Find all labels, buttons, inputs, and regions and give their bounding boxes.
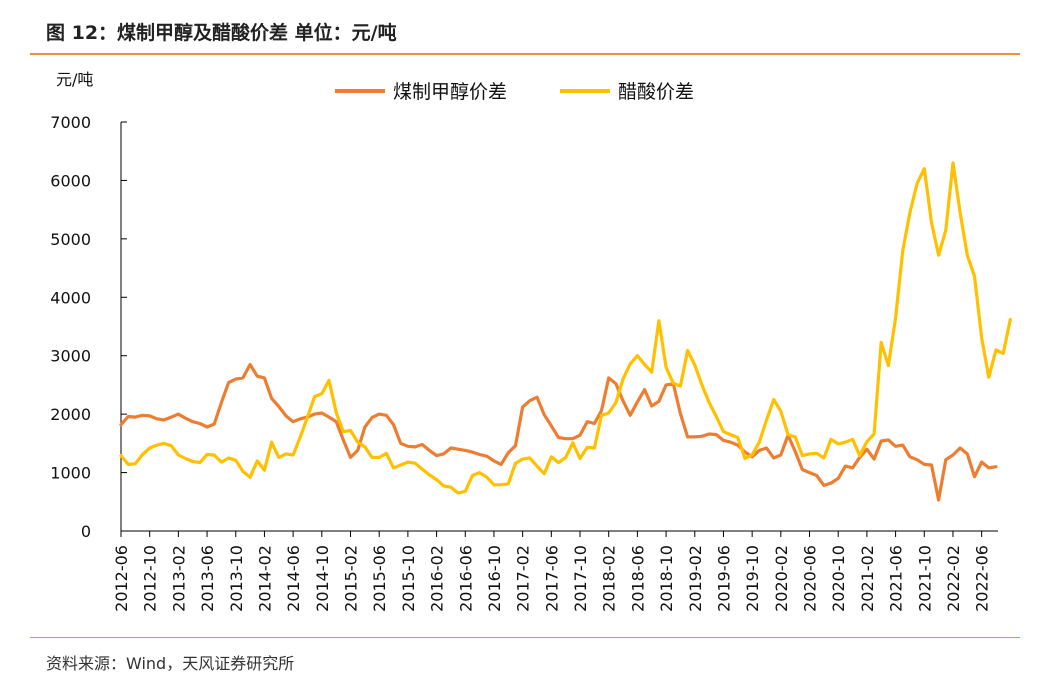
- x-tick-label: 2021-10: [915, 545, 934, 612]
- x-tick-label: 2019-06: [714, 545, 733, 612]
- x-tick-label: 2016-06: [456, 545, 475, 612]
- series-line-acetic-acid: [119, 161, 1012, 495]
- footer-divider: [30, 637, 1020, 638]
- x-tick-label: 2020-02: [772, 545, 791, 612]
- y-tick-label: 3000: [50, 347, 91, 366]
- y-tick-label: 5000: [50, 230, 91, 249]
- y-axis-unit: 元/吨: [56, 70, 93, 89]
- x-tick-label: 2012-06: [112, 545, 131, 612]
- x-tick-label: 2013-02: [169, 545, 188, 612]
- x-tick-label: 2021-02: [858, 545, 877, 612]
- y-tick-label: 6000: [50, 171, 91, 190]
- y-tick-label: 2000: [50, 405, 91, 424]
- series-line-methanol: [119, 362, 998, 502]
- x-tick-label: 2016-10: [485, 545, 504, 612]
- source-note: 资料来源：Wind，天风证券研究所: [46, 654, 295, 673]
- x-tick-label: 2022-02: [944, 545, 963, 612]
- legend-label: 醋酸价差: [618, 81, 694, 103]
- x-tick-label: 2013-10: [227, 545, 246, 612]
- x-tick-label: 2014-02: [255, 545, 274, 612]
- x-tick-label: 2015-10: [399, 545, 418, 612]
- legend-label: 煤制甲醇价差: [393, 81, 507, 103]
- x-tick-label: 2019-10: [743, 545, 762, 612]
- y-tick-label: 1000: [50, 464, 91, 483]
- x-tick-label: 2019-02: [686, 545, 705, 612]
- x-tick-label: 2022-06: [973, 545, 992, 612]
- x-tick-label: 2016-02: [428, 545, 447, 612]
- x-tick-label: 2014-06: [284, 545, 303, 612]
- x-tick-label: 2020-06: [801, 545, 820, 612]
- x-tick-label: 2015-06: [370, 545, 389, 612]
- y-tick-label: 7000: [50, 113, 91, 132]
- x-tick-label: 2018-02: [600, 545, 619, 612]
- x-tick-label: 2018-10: [657, 545, 676, 612]
- x-tick-label: 2017-10: [571, 545, 590, 612]
- x-tick-label: 2018-06: [628, 545, 647, 612]
- y-tick-label: 4000: [50, 288, 91, 307]
- x-tick-label: 2020-10: [829, 545, 848, 612]
- figure-title: 图 12：煤制甲醇及醋酸价差 单位：元/吨: [46, 22, 397, 44]
- x-tick-label: 2015-02: [342, 545, 361, 612]
- x-tick-label: 2017-02: [514, 545, 533, 612]
- x-tick-label: 2021-06: [887, 545, 906, 612]
- x-tick-label: 2013-06: [198, 545, 217, 612]
- x-tick-label: 2014-10: [313, 545, 332, 612]
- y-tick-label: 0: [81, 522, 91, 541]
- title-divider: [30, 53, 1020, 55]
- x-tick-label: 2012-10: [141, 545, 160, 612]
- x-tick-label: 2017-06: [542, 545, 561, 612]
